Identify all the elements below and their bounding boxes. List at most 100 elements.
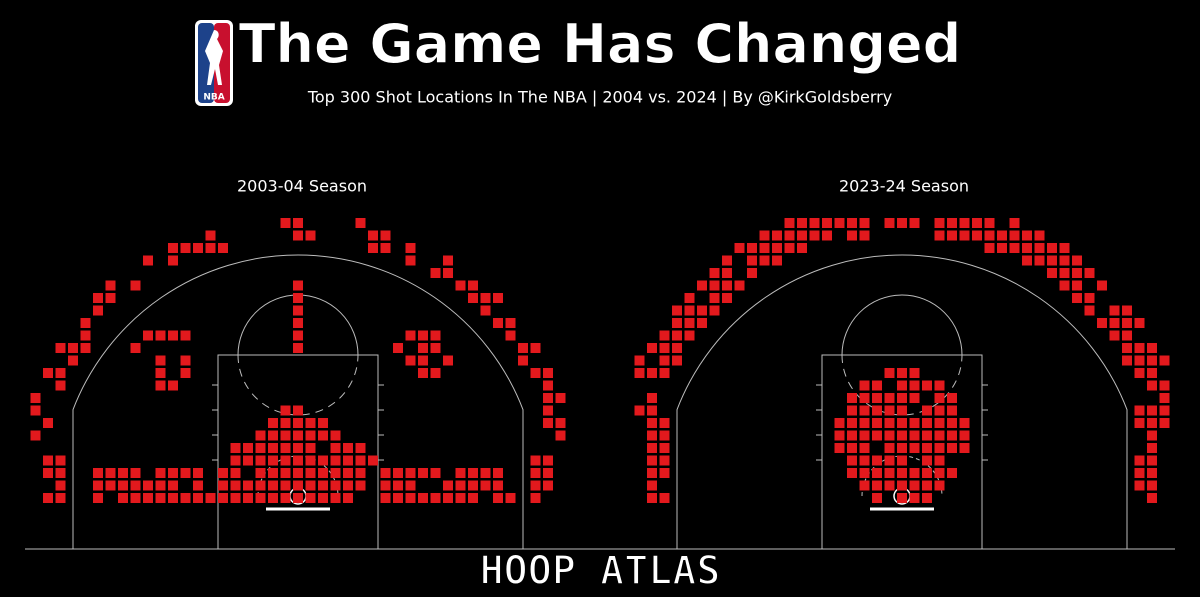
shot-cell <box>80 330 91 341</box>
shot-cell <box>934 380 945 391</box>
shot-cell <box>93 493 103 503</box>
shot-cell <box>934 405 945 416</box>
shot-cell <box>193 480 203 491</box>
subtitle: Top 300 Shot Locations In The NBA | 2004… <box>307 88 892 107</box>
nba-logo: NBA <box>195 20 233 106</box>
shot-cell <box>647 343 657 353</box>
shot-cell <box>355 218 366 228</box>
shot-cell <box>1147 343 1157 353</box>
shot-cell <box>947 405 957 416</box>
panel-title: 2023-24 Season <box>839 177 969 196</box>
shot-cell <box>243 443 253 453</box>
shot-cell <box>168 330 178 341</box>
shot-cell <box>884 430 895 441</box>
shot-cell <box>947 468 957 478</box>
shot-cell <box>380 493 391 503</box>
shot-cell <box>1122 305 1132 316</box>
shot-cell <box>847 468 857 478</box>
shot-cell <box>1122 343 1132 353</box>
shot-cell <box>230 443 241 453</box>
shot-cell <box>305 430 316 441</box>
shot-cell <box>430 343 441 353</box>
shot-cell <box>659 443 670 453</box>
shot-cell <box>972 218 982 228</box>
shot-cell <box>922 430 932 441</box>
shot-cell <box>330 468 341 478</box>
shot-cell <box>659 368 670 378</box>
shot-cell <box>1047 243 1057 253</box>
shot-cell <box>43 455 53 466</box>
shot-cell <box>709 305 720 316</box>
shot-cell <box>1047 268 1057 278</box>
shot-cell <box>105 480 116 491</box>
shot-cell <box>1122 318 1132 328</box>
shot-cell <box>1034 255 1045 266</box>
shot-cell <box>218 243 228 253</box>
shot-cell <box>884 455 895 466</box>
shot-cell <box>505 493 516 503</box>
shot-cell <box>1147 443 1157 453</box>
shot-cell <box>430 468 441 478</box>
shot-cell <box>555 418 566 428</box>
free-throw-circle-dashed <box>841 354 963 416</box>
shot-cell <box>55 343 66 353</box>
shot-cell <box>543 480 553 491</box>
shot-cell <box>647 480 657 491</box>
shot-cell <box>230 455 241 466</box>
shot-cell <box>380 480 391 491</box>
restricted-area <box>257 455 339 497</box>
shot-cell <box>480 293 491 303</box>
shot-cell <box>684 293 695 303</box>
free-throw-circle <box>841 294 963 356</box>
shot-cell <box>1147 468 1157 478</box>
shot-cell <box>255 455 266 466</box>
shot-cell <box>847 418 857 428</box>
shot-cell <box>355 480 366 491</box>
shot-cell <box>330 430 341 441</box>
shot-cell <box>922 468 932 478</box>
shot-cell <box>105 293 116 303</box>
shot-cell <box>909 380 920 391</box>
shot-cell <box>305 455 316 466</box>
shot-cell <box>543 418 553 428</box>
shot-cell <box>380 243 391 253</box>
shot-cell <box>268 418 278 428</box>
shot-cell <box>809 230 820 241</box>
shot-cell <box>293 430 303 441</box>
shot-cell <box>105 280 116 291</box>
shot-cell <box>305 443 316 453</box>
shot-cell <box>105 468 116 478</box>
shot-cell <box>305 468 316 478</box>
shot-cell <box>268 455 278 466</box>
shot-cell <box>280 493 291 503</box>
shot-cell <box>43 468 53 478</box>
shot-cell <box>43 368 53 378</box>
shot-cell <box>355 443 366 453</box>
shot-cell <box>872 480 882 491</box>
shot-cell <box>293 280 303 291</box>
shot-cell <box>368 230 378 241</box>
shot-cell <box>405 255 416 266</box>
shot-cell <box>772 230 782 241</box>
shot-cell <box>934 218 945 228</box>
lane <box>821 354 983 550</box>
shot-cell <box>243 493 253 503</box>
shot-cell <box>368 455 378 466</box>
shot-cell <box>1159 405 1170 416</box>
shot-cell <box>430 368 441 378</box>
shot-cell <box>280 405 291 416</box>
shot-cell <box>480 305 491 316</box>
shot-cell <box>809 218 820 228</box>
shot-cell <box>897 405 907 416</box>
shot-cell <box>218 468 228 478</box>
shot-cell <box>293 230 303 241</box>
shot-cell <box>293 468 303 478</box>
shot-cell <box>659 343 670 353</box>
shot-cell <box>872 418 882 428</box>
shot-cell <box>330 443 341 453</box>
shot-cell <box>1009 230 1020 241</box>
shot-cell <box>1134 368 1145 378</box>
shot-cell <box>543 368 553 378</box>
shot-cell <box>847 455 857 466</box>
logo-text: NBA <box>203 93 224 103</box>
